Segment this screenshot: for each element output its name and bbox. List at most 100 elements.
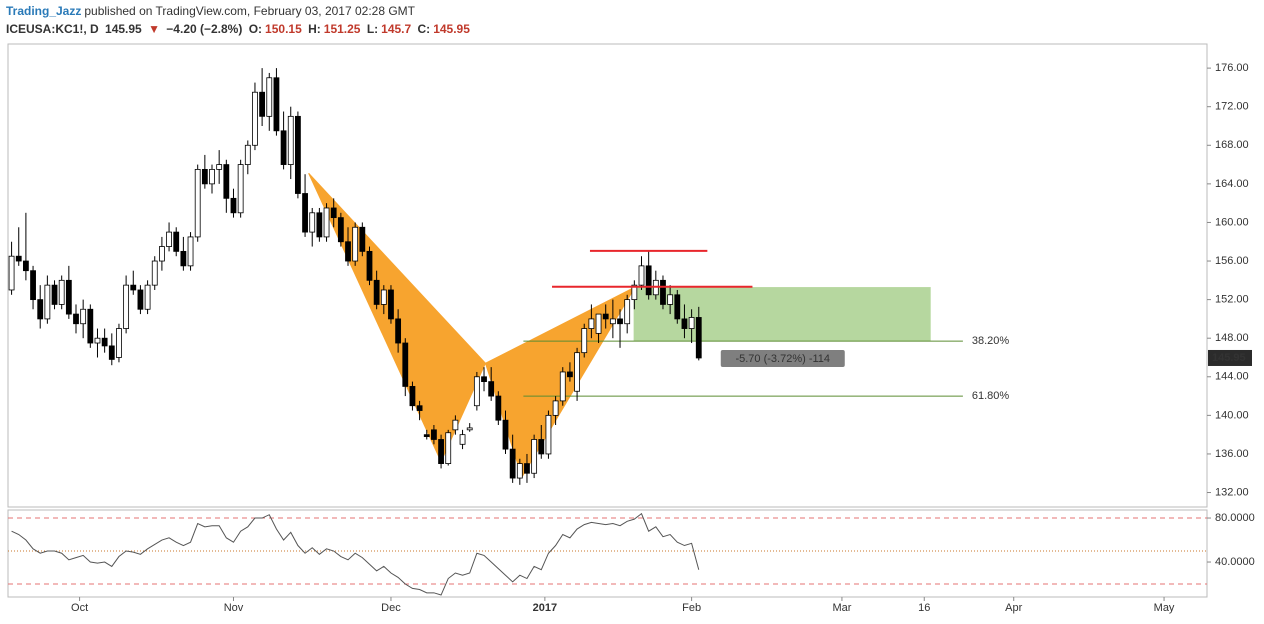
candle-body	[273, 77, 280, 132]
candle-body	[316, 212, 323, 238]
candle-body	[473, 376, 480, 407]
candle-body	[452, 419, 459, 431]
header: Trading_Jazz published on TradingView.com…	[6, 2, 473, 38]
low-value: 145.7	[381, 22, 412, 36]
candle-body	[574, 352, 580, 392]
candle-body	[94, 337, 101, 344]
candle-body	[223, 164, 230, 199]
candle-body	[509, 448, 516, 479]
candle-body	[58, 279, 65, 305]
candle-body	[552, 400, 559, 416]
fib-label: 38.20%	[972, 335, 1010, 347]
rsi-pane	[7, 509, 1208, 598]
candle-body	[695, 317, 702, 359]
candle-body	[502, 419, 509, 450]
candle-body	[445, 432, 452, 464]
x-tick-label: May	[1154, 602, 1175, 614]
open-value: 150.15	[265, 22, 302, 36]
last-price-tag	[1208, 349, 1252, 366]
candle-body	[330, 207, 337, 219]
candle-body	[151, 260, 158, 286]
candle-body	[101, 337, 108, 347]
candle-body	[144, 284, 151, 310]
candle-body	[80, 308, 87, 325]
candle-body	[65, 279, 72, 315]
publisher[interactable]: Trading_Jazz	[6, 4, 82, 18]
candle-body	[130, 284, 137, 291]
y-tick-label: 144.00	[1215, 371, 1249, 383]
candle-body	[459, 434, 466, 445]
close-value: 145.95	[433, 22, 470, 36]
open-label: O:	[248, 22, 263, 36]
y-tick-label: 172.00	[1215, 101, 1249, 113]
last-price-label: 145.95	[1212, 352, 1246, 364]
candle-body	[201, 168, 208, 185]
candle-body	[87, 308, 94, 344]
close-label: C:	[417, 22, 431, 36]
candle-body	[431, 429, 437, 440]
candle-body	[280, 130, 287, 165]
candle-body	[8, 255, 15, 291]
candle-body	[237, 164, 244, 214]
candle-body	[216, 164, 223, 170]
candle-body	[466, 427, 473, 431]
y-tick-label: 140.00	[1215, 409, 1249, 421]
candle-body	[359, 226, 366, 252]
candle-body	[44, 284, 51, 320]
candle-body	[609, 318, 616, 325]
symbol: ICEUSA:KC1!, D	[6, 22, 99, 36]
candle-body	[266, 77, 273, 117]
candle-body	[531, 439, 538, 474]
candle-body	[295, 115, 301, 194]
candle-body	[108, 345, 115, 360]
candle-body	[624, 299, 631, 325]
candle-body	[337, 217, 344, 243]
symbol-line: ICEUSA:KC1!, D 145.95 ▼ −4.20 (−2.8%) O:…	[6, 20, 473, 38]
candle-body	[244, 144, 251, 165]
candle-body	[51, 284, 58, 305]
candle-body	[123, 284, 130, 329]
candle-body	[287, 115, 294, 165]
candle-body	[559, 371, 566, 402]
x-tick-label: Mar	[832, 602, 851, 614]
x-tick-label: 2017	[533, 602, 557, 614]
candle-body	[681, 318, 688, 329]
candle-body	[180, 250, 187, 267]
low-label: L:	[366, 22, 379, 36]
candle-body	[409, 386, 416, 407]
candle-body	[380, 289, 387, 305]
candle-body	[194, 168, 201, 238]
candle-body	[209, 168, 215, 185]
candle-body	[438, 439, 444, 464]
candle-body	[660, 279, 666, 305]
candle-body	[488, 381, 495, 397]
fib-label: 61.80%	[972, 390, 1010, 402]
candle-body	[416, 405, 423, 411]
published-text: published on TradingView.com, February 0…	[84, 4, 415, 18]
candle-body	[73, 313, 79, 325]
candle-body	[187, 236, 194, 267]
candle-body	[617, 318, 623, 325]
y-tick-label: 132.00	[1215, 486, 1249, 498]
candle-body	[22, 260, 29, 272]
last-price: 145.95	[105, 22, 142, 36]
candle-body	[631, 284, 638, 301]
x-tick-label: Feb	[682, 602, 701, 614]
x-tick-label: Nov	[224, 602, 244, 614]
candle-body	[366, 250, 373, 281]
y-tick-label: 152.00	[1215, 294, 1249, 306]
candle-body	[345, 241, 351, 262]
y-tick-label: 164.00	[1215, 178, 1249, 190]
measure-box	[720, 349, 845, 367]
x-tick-label: 16	[918, 602, 930, 614]
y-tick-label: 136.00	[1215, 448, 1249, 460]
rsi-y-tick-label: 40.0000	[1215, 556, 1255, 568]
rsi-line	[11, 512, 700, 596]
x-tick-label: Dec	[381, 602, 401, 614]
candle-body	[667, 294, 674, 305]
candle-body	[30, 270, 36, 301]
high-label: H:	[308, 22, 321, 36]
candle-body	[567, 371, 573, 378]
candle-body	[116, 328, 122, 358]
